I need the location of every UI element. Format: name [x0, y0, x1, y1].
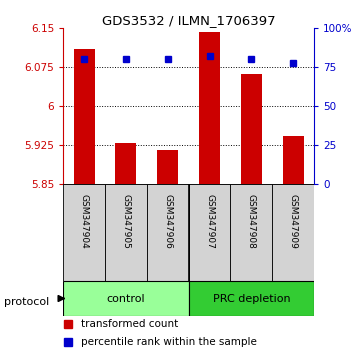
Bar [188, 281, 314, 316]
Text: GSM347904: GSM347904 [79, 194, 88, 249]
Text: GSM347907: GSM347907 [205, 194, 214, 249]
Text: GSM347908: GSM347908 [247, 194, 256, 249]
Text: GSM347905: GSM347905 [121, 194, 130, 249]
Bar [63, 184, 105, 281]
Text: GSM347906: GSM347906 [163, 194, 172, 249]
Text: protocol: protocol [4, 297, 49, 307]
Bar [74, 49, 95, 184]
Text: GSM347909: GSM347909 [289, 194, 298, 249]
Title: GDS3532 / ILMN_1706397: GDS3532 / ILMN_1706397 [102, 14, 275, 27]
Bar [116, 143, 136, 184]
Text: PRC depletion: PRC depletion [213, 293, 290, 303]
Bar [188, 184, 230, 281]
Bar [147, 184, 188, 281]
Bar [230, 184, 272, 281]
Bar [63, 281, 188, 316]
Text: control: control [106, 293, 145, 303]
Bar [283, 136, 304, 184]
Text: transformed count: transformed count [81, 319, 178, 330]
Bar [157, 150, 178, 184]
Bar [105, 184, 147, 281]
Bar [199, 32, 220, 184]
Bar [272, 184, 314, 281]
Text: percentile rank within the sample: percentile rank within the sample [81, 337, 257, 347]
Bar [241, 74, 262, 184]
